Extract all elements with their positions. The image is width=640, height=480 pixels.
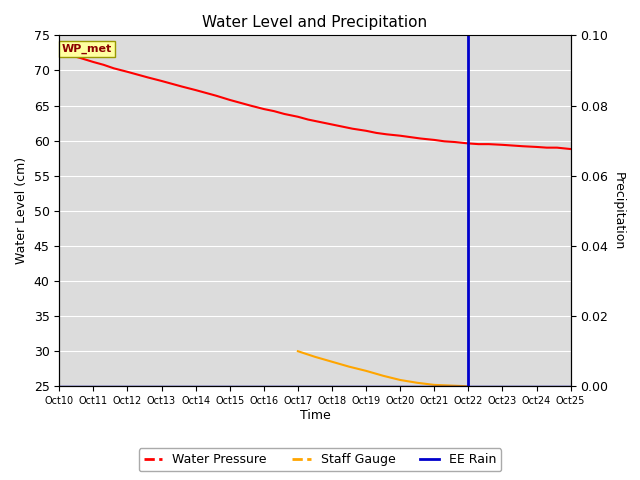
Water Pressure	[100, 62, 108, 68]
Water Pressure	[451, 139, 458, 145]
Legend: Water Pressure, Staff Gauge, EE Rain: Water Pressure, Staff Gauge, EE Rain	[139, 448, 501, 471]
Staff Gauge	[294, 348, 301, 354]
Water Pressure	[475, 141, 483, 147]
Water Pressure	[465, 141, 472, 146]
X-axis label: Time: Time	[300, 409, 330, 422]
Staff Gauge	[345, 364, 353, 370]
Water Pressure	[134, 72, 141, 78]
Water Pressure	[202, 90, 210, 96]
Water Pressure	[383, 132, 390, 137]
Water Pressure	[396, 133, 404, 139]
Water Pressure	[56, 50, 63, 56]
Water Pressure	[417, 136, 424, 142]
Staff Gauge	[362, 368, 370, 374]
Water Pressure	[236, 100, 244, 106]
Water Pressure	[372, 130, 380, 136]
Water Pressure	[406, 134, 414, 140]
Line: Staff Gauge: Staff Gauge	[298, 351, 468, 386]
Water Pressure	[124, 69, 131, 75]
Staff Gauge	[465, 384, 472, 389]
Water Pressure	[519, 144, 527, 149]
Water Pressure	[543, 145, 550, 151]
Water Pressure	[192, 87, 200, 93]
Water Pressure	[431, 137, 438, 143]
Staff Gauge	[431, 382, 438, 388]
Text: WP_met: WP_met	[62, 44, 112, 54]
Staff Gauge	[447, 383, 455, 388]
Water Pressure	[328, 121, 336, 127]
Water Pressure	[509, 143, 516, 148]
Water Pressure	[304, 117, 312, 122]
Water Pressure	[90, 59, 97, 65]
Water Pressure	[280, 111, 288, 117]
Water Pressure	[144, 74, 152, 80]
Water Pressure	[294, 114, 301, 120]
Title: Water Level and Precipitation: Water Level and Precipitation	[202, 15, 428, 30]
Water Pressure	[178, 84, 186, 89]
Staff Gauge	[311, 354, 319, 360]
Water Pressure	[441, 138, 449, 144]
Staff Gauge	[413, 380, 421, 385]
Staff Gauge	[396, 377, 404, 383]
Water Pressure	[349, 126, 356, 132]
Water Pressure	[76, 55, 84, 60]
Line: Water Pressure: Water Pressure	[60, 53, 571, 149]
Water Pressure	[499, 142, 506, 148]
Water Pressure	[553, 145, 561, 151]
Staff Gauge	[328, 359, 336, 365]
Water Pressure	[168, 81, 175, 87]
Y-axis label: Precipitation: Precipitation	[612, 172, 625, 250]
Water Pressure	[567, 146, 575, 152]
Water Pressure	[212, 93, 220, 98]
Water Pressure	[362, 128, 370, 133]
Water Pressure	[66, 52, 74, 58]
Staff Gauge	[380, 373, 387, 379]
Water Pressure	[314, 119, 322, 124]
Water Pressure	[270, 108, 278, 114]
Water Pressure	[485, 141, 493, 147]
Water Pressure	[226, 97, 234, 103]
Y-axis label: Water Level (cm): Water Level (cm)	[15, 157, 28, 264]
Water Pressure	[157, 78, 165, 84]
Water Pressure	[246, 103, 254, 108]
Water Pressure	[110, 65, 118, 71]
Water Pressure	[339, 124, 346, 130]
Water Pressure	[532, 144, 540, 150]
Water Pressure	[260, 106, 268, 112]
